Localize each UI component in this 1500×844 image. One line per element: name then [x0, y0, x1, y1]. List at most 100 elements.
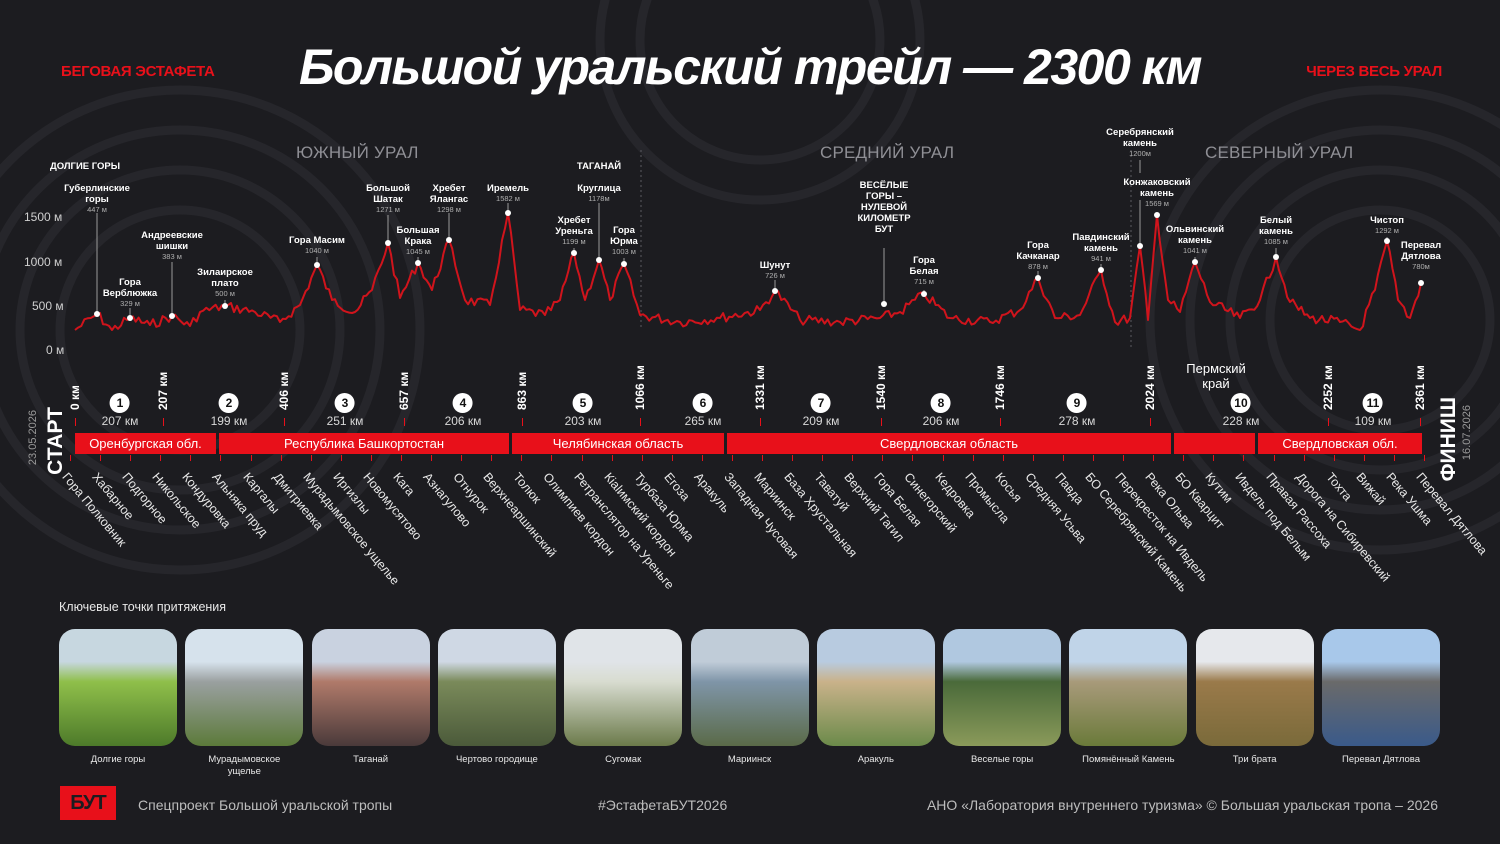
stop-tick — [491, 455, 493, 461]
attraction-caption: Аракуль — [857, 754, 894, 765]
peak-altitude: 1045 м — [406, 247, 430, 256]
km-mark: 2252 км — [1321, 365, 1335, 410]
peak-altitude: 726 м — [765, 271, 785, 280]
peak-marker — [921, 291, 927, 297]
peak-name: Хребет Уреньга — [555, 215, 593, 237]
stop-tick — [1393, 455, 1395, 461]
km-tick — [760, 418, 761, 426]
km-tick — [1150, 418, 1151, 426]
peak-marker — [127, 315, 133, 321]
peak-label: Ольвинский камень 1041 м — [1166, 224, 1224, 256]
peak-label: Конжаковский камень 1569 м — [1123, 177, 1190, 209]
peak-marker — [1137, 243, 1143, 249]
stop-tick — [400, 455, 402, 461]
segment-3: 3 251 км — [327, 393, 363, 428]
peak-altitude: 1003 м — [612, 247, 636, 256]
peak-name: Чистоп — [1370, 215, 1404, 226]
peak-altitude: 1200м — [1129, 149, 1151, 158]
segment-length: 207 км — [101, 414, 139, 428]
peak-name: Гора Белая — [909, 255, 939, 277]
peak-label: Хребет Уреньга 1199 м — [555, 215, 592, 247]
stop-tick — [792, 455, 794, 461]
peak-altitude: 878 м — [1028, 262, 1048, 271]
region-south-ural: ЮЖНЫЙ УРАЛ — [296, 143, 419, 162]
stop-tick — [100, 455, 102, 461]
peak-marker — [94, 311, 100, 317]
segment-10: 10 228 км — [1223, 393, 1259, 428]
segment-4: 4 206 км — [445, 393, 481, 428]
km-mark: 2361 км — [1413, 365, 1427, 410]
peak-label: Шунут 726 м — [760, 260, 791, 281]
segment-number: 7 — [810, 393, 831, 413]
peak-label: Гора Юрма 1003 м — [610, 225, 638, 257]
peak-name: Гора Качканар — [1016, 240, 1060, 262]
segment-length: 209 км — [802, 414, 840, 428]
stop-tick — [1062, 455, 1064, 461]
stop-tick — [912, 455, 914, 461]
peak-marker — [881, 301, 887, 307]
km-mark: 207 км — [156, 371, 170, 410]
peak-marker — [1035, 275, 1041, 281]
label-taganay: ТАГАНАЙ — [576, 161, 622, 172]
peak-label: Гора Качканар 878 м — [1016, 240, 1059, 272]
stop-tick — [310, 455, 312, 461]
stop-tick — [1153, 455, 1155, 461]
peak-marker — [596, 257, 602, 263]
stop-tick — [160, 455, 162, 461]
stop-tick — [1213, 455, 1215, 461]
segment-9: 9 278 км — [1059, 393, 1095, 428]
km-tick — [1328, 418, 1329, 426]
bar-bashkortostan: Республика Башкортостан — [219, 433, 509, 454]
peak-label: Чистоп 1292 м — [1370, 215, 1404, 236]
segment-5: 5 203 км — [564, 393, 602, 428]
segment-number: 2 — [218, 393, 239, 413]
label-perm-krai: Пермский край — [1186, 361, 1246, 391]
segment-number: 1 — [109, 393, 130, 413]
attraction-photo — [816, 629, 935, 746]
peak-label: Большая Крака 1045 м — [396, 225, 439, 257]
peak-label: ВЕСЁЛЫЕ ГОРЫ – НУЛЕВОЙ КИЛОМЕТР БУТ — [857, 180, 910, 235]
km-tick — [404, 418, 405, 426]
y-tick-500: 500 м — [32, 299, 64, 313]
peak-name: ВЕСЁЛЫЕ ГОРЫ – НУЛЕВОЙ КИЛОМЕТР БУТ — [857, 180, 911, 235]
km-tick — [75, 418, 76, 426]
stop-tick — [1183, 455, 1185, 461]
footer-project: Спецпроект Большой уральской тропы — [138, 797, 393, 813]
km-tick — [1000, 418, 1001, 426]
segment-length: 199 км — [210, 414, 248, 428]
attraction-caption: Веселые горы — [970, 754, 1034, 765]
peak-label: Круглица 1178м — [577, 183, 621, 204]
stop-tick — [701, 455, 703, 461]
peak-marker — [446, 237, 452, 243]
segment-number: 3 — [334, 393, 355, 413]
peak-label: Павдинский камень 941 м — [1072, 232, 1129, 264]
stop-tick — [1303, 455, 1305, 461]
segment-number: 6 — [692, 393, 713, 413]
stop-tick — [461, 455, 463, 461]
km-tick — [640, 418, 641, 426]
segment-1: 1 207 км — [101, 393, 139, 428]
attraction-photo — [943, 629, 1062, 746]
footer-copyright: АНО «Лаборатория внутреннего туризма» © … — [926, 797, 1438, 813]
attraction-photo — [564, 629, 683, 746]
attraction-caption: Помянённый Камень — [1082, 754, 1175, 765]
peak-marker — [1192, 259, 1198, 265]
km-mark: 863 км — [515, 371, 529, 410]
peak-altitude: 447 м — [87, 205, 107, 214]
attraction-caption: Мурадымовское ущелье — [208, 754, 281, 777]
peak-marker — [1154, 212, 1160, 218]
segment-number: 5 — [572, 393, 593, 413]
header-left-tag: БЕГОВАЯ ЭСТАФЕТА — [61, 63, 215, 80]
peak-altitude: 1298 м — [437, 205, 461, 214]
peak-label: Гора Белая 715 м — [910, 255, 939, 287]
peak-name: Андреевские шишки — [141, 230, 203, 252]
peak-marker — [1418, 280, 1424, 286]
stop-tick — [521, 455, 523, 461]
peak-label: Большой Шатак 1271 м — [366, 183, 410, 215]
stop-tick — [1002, 455, 1004, 461]
segment-11: 11 109 км — [1355, 393, 1391, 428]
stop-tick — [1032, 455, 1034, 461]
segment-length: 203 км — [564, 414, 602, 428]
peak-marker — [1273, 254, 1279, 260]
km-mark: 1746 км — [993, 365, 1007, 410]
